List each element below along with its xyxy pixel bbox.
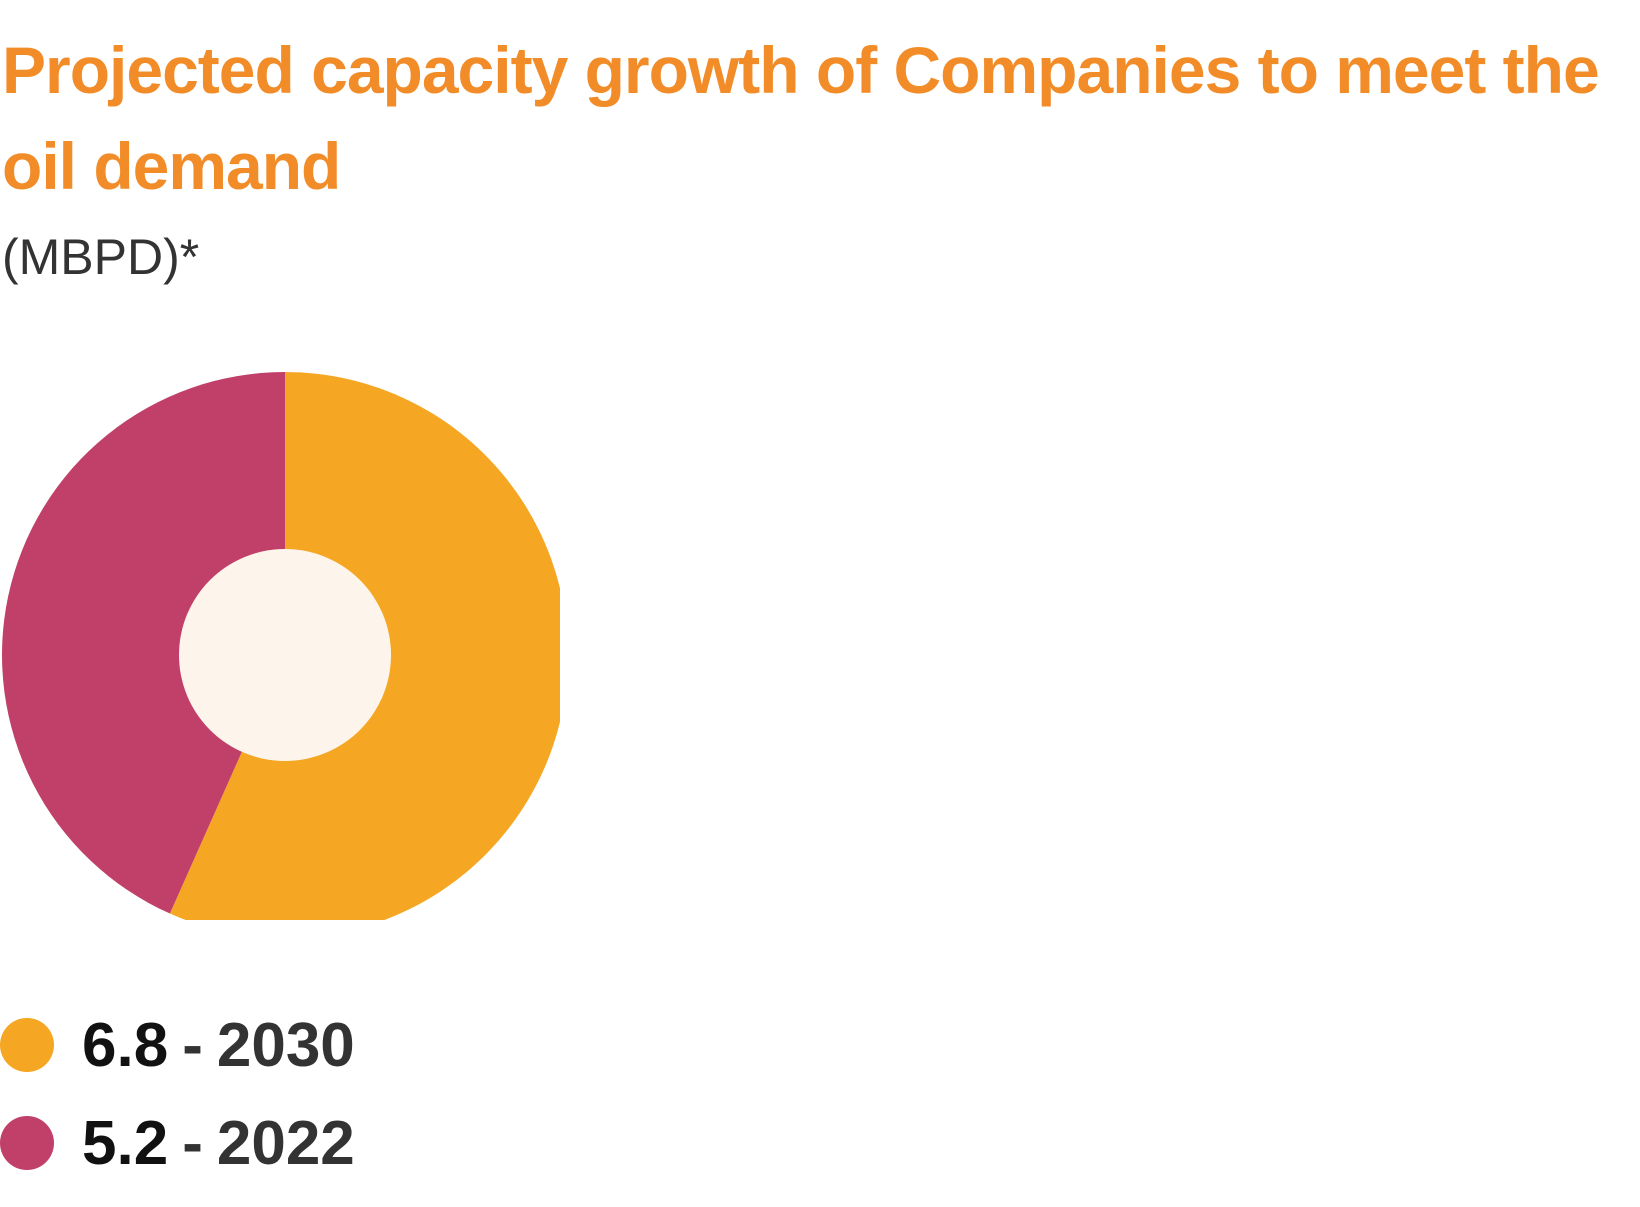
legend-dot-2022: [0, 1116, 54, 1170]
donut-center: [179, 549, 391, 761]
chart-title: Projected capacity growth of Companies t…: [2, 33, 1600, 203]
legend-separator: -: [182, 1010, 203, 1080]
donut-chart: [1, 372, 560, 920]
legend-item-2030: 6.8-2030: [0, 1010, 600, 1080]
pie-slice-2022: [1, 372, 286, 914]
legend-value-2022: 5.2: [82, 1108, 169, 1178]
legend-item-2022: 5.2-2022: [0, 1108, 600, 1178]
chart-subtitle: (MBPD)*: [2, 229, 200, 285]
legend-dot-2030: [0, 1018, 54, 1072]
legend-label-2030: 2030: [216, 1010, 355, 1080]
legend-label-2022: 2022: [216, 1108, 355, 1178]
legend-separator: -: [182, 1108, 203, 1178]
legend-value-2030: 6.8: [82, 1010, 169, 1080]
